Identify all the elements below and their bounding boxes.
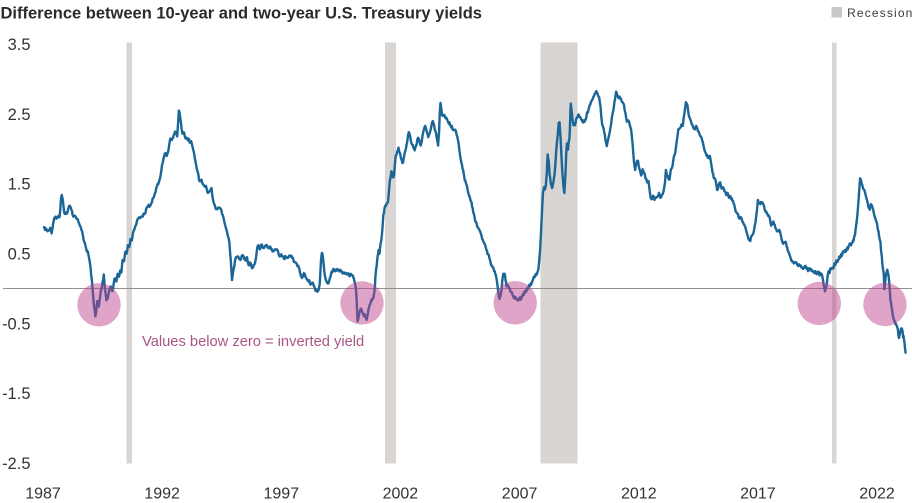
svg-text:2007: 2007 [502, 486, 538, 503]
svg-text:Values below zero = inverted y: Values below zero = inverted yield [142, 334, 364, 350]
svg-text:2002: 2002 [383, 486, 419, 503]
svg-text:2017: 2017 [740, 486, 776, 503]
svg-text:Recession: Recession [847, 6, 912, 20]
svg-text:-0.5: -0.5 [2, 315, 30, 333]
svg-text:1.5: 1.5 [8, 176, 31, 194]
svg-text:2.5: 2.5 [8, 106, 31, 124]
svg-text:2022: 2022 [859, 486, 895, 503]
svg-text:2012: 2012 [621, 486, 657, 503]
svg-text:-2.5: -2.5 [2, 455, 30, 473]
svg-text:1987: 1987 [25, 486, 61, 503]
svg-text:0.5: 0.5 [8, 246, 31, 264]
svg-text:3.5: 3.5 [8, 36, 31, 54]
svg-text:1997: 1997 [264, 486, 300, 503]
svg-text:-1.5: -1.5 [2, 385, 30, 403]
svg-text:1992: 1992 [144, 486, 180, 503]
svg-text:Difference between 10-year and: Difference between 10-year and two-year … [1, 5, 482, 23]
